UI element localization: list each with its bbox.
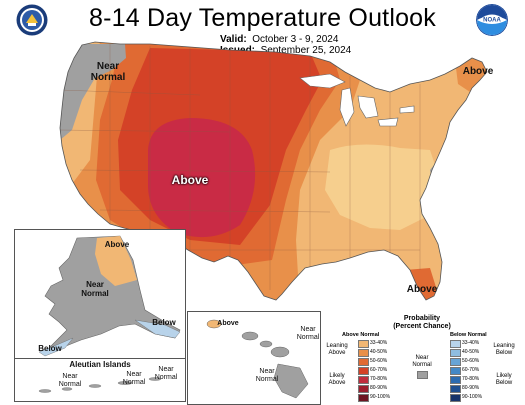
conus-near-normal-label: Near Normal <box>90 61 126 83</box>
legend-below-swatch <box>450 349 461 357</box>
alaska-near-normal-label: Near Normal <box>81 280 109 298</box>
hawaii-above-label: Above <box>217 320 239 327</box>
legend-above-swatch <box>358 349 369 357</box>
alaska-inset: Above Near Normal Below Below <box>14 229 186 359</box>
legend-leaning-above: Leaning Above <box>326 343 348 356</box>
conus-above-northeast-label: Above <box>462 66 494 77</box>
conus-outline <box>59 41 488 301</box>
conus-above-center-label: Above <box>171 173 209 187</box>
hawaii-map <box>206 319 309 399</box>
noaa-logo-icon: NOAA <box>476 4 508 36</box>
alaska-below-sw-label: Below <box>38 344 62 353</box>
legend-above-bin-label: 50-60% <box>370 357 388 364</box>
legend-below-bin-label: 80-90% <box>462 384 480 391</box>
legend-above-swatch <box>358 394 369 402</box>
legend-below-swatch <box>450 340 461 348</box>
legend-above-bin-label: 90-100% <box>370 393 391 400</box>
issued-value: September 25, 2024 <box>260 45 352 56</box>
legend-above-swatch <box>358 376 369 384</box>
legend-above-swatch <box>358 385 369 393</box>
legend-near-normal-swatch <box>417 371 428 379</box>
valid-label: Valid: <box>220 34 247 45</box>
legend-likely-below: Likely Below <box>495 373 513 386</box>
aleutian-near-normal-1: Near Normal <box>58 373 82 388</box>
valid-value: October 3 - 9, 2024 <box>252 34 339 45</box>
legend-below-bin-label: 70-80% <box>462 375 480 382</box>
department-of-commerce-seal-icon <box>16 4 48 36</box>
legend-above-swatch <box>358 358 369 366</box>
valid-dates: Valid: October 3 - 9, 2024 <box>220 34 338 45</box>
aleutian-near-normal-2: Near Normal <box>122 371 146 386</box>
legend-below-swatch <box>450 367 461 375</box>
legend-above-header: Above Normal <box>342 332 380 338</box>
legend-leaning-below: Leaning Below <box>493 343 515 356</box>
aleutian-near-normal-3: Near Normal <box>154 366 178 381</box>
aleutian-inset: Aleutian Islands Near Normal Near Normal… <box>14 358 186 402</box>
hawaii-inset: Above Near Normal Near Normal <box>187 311 321 405</box>
legend-below-swatch <box>450 358 461 366</box>
legend-above-swatch <box>358 340 369 348</box>
legend-title: Probability (Percent Chance) <box>393 315 451 330</box>
legend-above-bin-label: 40-50% <box>370 348 388 355</box>
map-title: 8-14 Day Temperature Outlook <box>89 4 436 32</box>
probability-legend: Probability (Percent Chance) Above Norma… <box>322 311 522 403</box>
aleutian-title: Aleutian Islands <box>69 360 131 369</box>
legend-above-bin-label: 80-90% <box>370 384 388 391</box>
legend-below-bin-label: 60-70% <box>462 366 480 373</box>
alaska-below-se-label: Below <box>152 318 176 327</box>
legend-above-bin-label: 70-80% <box>370 375 388 382</box>
hawaii-near-normal-1: Near Normal <box>296 326 320 341</box>
legend-below-bin-label: 33-40% <box>462 339 480 346</box>
legend-below-bin-label: 40-50% <box>462 348 480 355</box>
legend-below-bin-label: 50-60% <box>462 357 480 364</box>
conus-above-florida-label: Above <box>406 284 438 295</box>
legend-below-swatch <box>450 376 461 384</box>
hawaii-near-normal-2: Near Normal <box>255 368 279 383</box>
legend-near-normal-label: Near Normal <box>412 355 432 368</box>
legend-below-bin-label: 90-100% <box>462 393 483 400</box>
legend-above-bin-label: 60-70% <box>370 366 388 373</box>
legend-below-swatch <box>450 394 461 402</box>
legend-below-swatch <box>450 385 461 393</box>
legend-above-bin-label: 33-40% <box>370 339 388 346</box>
alaska-above-label: Above <box>104 240 130 249</box>
legend-below-header: Below Normal <box>450 332 487 338</box>
legend-likely-above: Likely Above <box>328 373 346 386</box>
legend-above-swatch <box>358 367 369 375</box>
noaa-logo-text: NOAA <box>483 18 501 24</box>
state-boundaries <box>60 44 421 290</box>
alaska-map <box>38 235 181 357</box>
great-lakes <box>299 73 415 127</box>
aleutian-map <box>38 377 162 393</box>
